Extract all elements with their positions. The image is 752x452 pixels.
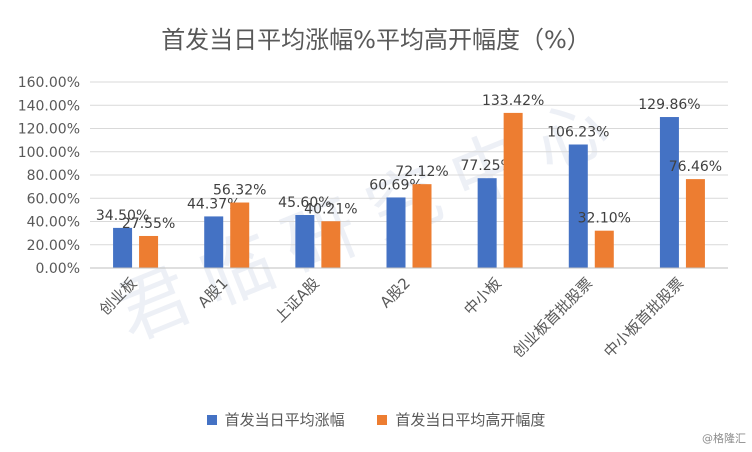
bar-2 xyxy=(685,179,705,268)
data-label-1: 45.60% xyxy=(278,195,331,211)
data-label-2: 56.32% xyxy=(213,183,266,199)
y-tick-label: 160.00% xyxy=(18,75,80,91)
data-label-1: 129.86% xyxy=(638,97,700,113)
bar-1 xyxy=(568,144,588,268)
legend-label-series-1: 首发当日平均涨幅 xyxy=(224,411,345,429)
bar-2 xyxy=(594,230,614,268)
x-tick-label: 创业板首批股票 xyxy=(509,274,596,361)
legend-item-series-2: 首发当日平均高开幅度 xyxy=(377,409,545,430)
data-label-1: 44.37% xyxy=(187,196,240,212)
credit-watermark: @格隆汇 xyxy=(702,432,746,445)
legend-item-series-1: 首发当日平均涨幅 xyxy=(206,409,345,430)
data-label-1: 34.50% xyxy=(96,208,149,224)
y-tick-label: 20.00% xyxy=(27,238,80,254)
data-label-2: 72.12% xyxy=(395,164,448,180)
bar-1 xyxy=(477,178,497,268)
data-label-1: 77.25% xyxy=(460,158,513,174)
legend-label-series-2: 首发当日平均高开幅度 xyxy=(395,411,546,429)
bar-1 xyxy=(295,214,315,268)
data-label-2: 76.46% xyxy=(669,159,722,175)
legend-swatch-series-1 xyxy=(206,414,217,425)
y-tick-label: 40.00% xyxy=(27,215,80,231)
bar-2 xyxy=(139,235,159,268)
bar-2 xyxy=(412,184,432,268)
bar-1 xyxy=(113,227,133,268)
bar-2 xyxy=(503,112,523,268)
x-tick-label: A股2 xyxy=(376,274,413,311)
x-tick-label: 中小板 xyxy=(460,274,505,319)
y-tick-label: 80.00% xyxy=(27,168,80,184)
data-label-2: 133.42% xyxy=(482,93,544,109)
data-label-2: 40.21% xyxy=(304,201,357,217)
y-tick-label: 0.00% xyxy=(36,261,80,277)
x-tick-label: 中小板首批股票 xyxy=(600,274,687,361)
legend-swatch-series-2 xyxy=(377,414,388,425)
data-label-1: 106.23% xyxy=(547,125,609,141)
bar-1 xyxy=(386,197,406,268)
y-tick-label: 140.00% xyxy=(18,98,80,114)
data-label-2: 27.55% xyxy=(122,216,175,232)
y-tick-label: 100.00% xyxy=(18,145,80,161)
legend: 首发当日平均涨幅 首发当日平均高开幅度 xyxy=(0,409,752,430)
y-tick-label: 60.00% xyxy=(27,191,80,207)
bar-1 xyxy=(659,117,679,268)
bar-2 xyxy=(230,202,250,268)
bar-2 xyxy=(321,221,341,268)
y-tick-label: 120.00% xyxy=(18,122,80,138)
data-label-1: 60.69% xyxy=(369,177,422,193)
bar-1 xyxy=(204,216,224,268)
data-label-2: 32.10% xyxy=(578,211,631,227)
chart-title: 首发当日平均涨幅%平均高开幅度（%） xyxy=(161,26,591,54)
